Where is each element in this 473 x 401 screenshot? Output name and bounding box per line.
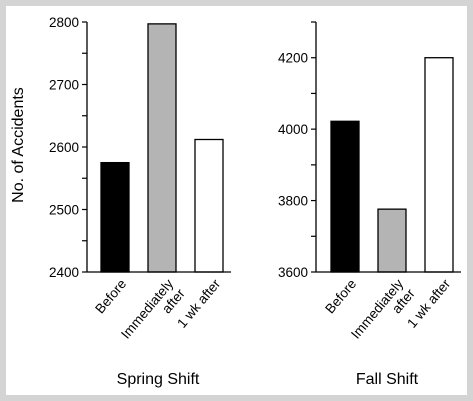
chart-title: Fall Shift	[356, 371, 419, 388]
y-tick-label: 2600	[49, 140, 79, 155]
x-tick-label: Before	[92, 276, 129, 316]
bar	[330, 120, 360, 273]
bar	[424, 57, 454, 273]
y-tick-label: 3800	[278, 194, 308, 209]
bar	[147, 23, 177, 273]
figure-frame	[6, 6, 467, 395]
y-tick-label: 4000	[278, 122, 308, 137]
x-tick-label: Immediatelyafter	[118, 276, 188, 351]
x-tick-label-line: Before	[322, 276, 359, 316]
x-tick-label-line: Before	[92, 276, 129, 316]
bar	[194, 138, 224, 273]
spring-shift-panel: No. of Accidents Spring Shift 2400 2500 26…	[10, 15, 231, 388]
y-tick-label: 2800	[49, 15, 79, 30]
x-tick-label: Before	[322, 276, 359, 316]
x-tick-label-line: 1 wk after	[174, 276, 223, 331]
y-axis-label: No. of Accidents	[10, 87, 27, 203]
x-tick-label: Immediatelyafter	[348, 276, 418, 351]
y-tick-label: 3600	[278, 265, 308, 280]
x-tick-label-line: 1 wk after	[404, 276, 453, 331]
y-tick-label: 2400	[49, 265, 79, 280]
bar	[100, 161, 130, 273]
chart-title: Spring Shift	[117, 371, 200, 388]
y-tick-label: 2700	[49, 78, 79, 93]
x-tick-label: 1 wk after	[404, 276, 453, 331]
y-tick-label: 4200	[278, 51, 308, 66]
y-tick-label: 2500	[49, 203, 79, 218]
x-tick-label: 1 wk after	[174, 276, 223, 331]
bar	[377, 208, 407, 273]
fall-shift-panel: Fall Shift 3600 3800 4000 4200 BeforeImmedia…	[278, 21, 461, 388]
